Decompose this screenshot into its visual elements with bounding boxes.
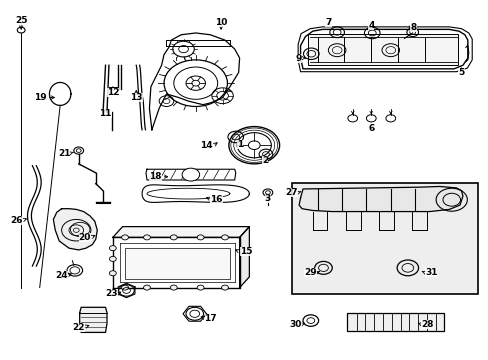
Text: 13: 13	[130, 93, 142, 102]
Polygon shape	[239, 226, 249, 288]
Circle shape	[122, 285, 128, 290]
Text: 4: 4	[367, 21, 374, 30]
Text: 26: 26	[10, 216, 22, 225]
Circle shape	[170, 235, 177, 240]
Text: 18: 18	[149, 172, 161, 181]
Text: 22: 22	[72, 323, 84, 332]
Text: 21: 21	[58, 149, 70, 158]
Circle shape	[197, 235, 203, 240]
Text: 3: 3	[264, 194, 270, 203]
Text: 30: 30	[289, 320, 302, 329]
Text: 7: 7	[325, 18, 331, 27]
Text: 9: 9	[295, 54, 301, 63]
Text: 15: 15	[239, 247, 252, 256]
Circle shape	[170, 285, 177, 290]
Circle shape	[109, 271, 116, 276]
Text: 6: 6	[367, 123, 374, 132]
Circle shape	[122, 235, 128, 240]
Polygon shape	[113, 226, 249, 237]
Bar	[346, 313, 444, 330]
Text: 11: 11	[99, 109, 112, 118]
Circle shape	[197, 285, 203, 290]
Text: 14: 14	[200, 141, 212, 150]
Text: 5: 5	[457, 68, 464, 77]
Circle shape	[182, 168, 199, 181]
Text: 2: 2	[261, 156, 267, 165]
Text: 19: 19	[34, 93, 47, 102]
Text: 27: 27	[285, 188, 298, 197]
Text: 10: 10	[214, 18, 227, 27]
Text: 31: 31	[424, 268, 437, 277]
Circle shape	[143, 285, 150, 290]
Polygon shape	[299, 186, 462, 212]
Circle shape	[221, 235, 228, 240]
Circle shape	[109, 246, 116, 251]
Text: 20: 20	[79, 233, 91, 242]
Text: 24: 24	[55, 270, 68, 279]
Bar	[292, 183, 477, 294]
Circle shape	[109, 256, 116, 261]
Text: 29: 29	[304, 268, 316, 277]
Text: 28: 28	[420, 320, 433, 329]
Text: 1: 1	[237, 140, 243, 149]
Bar	[125, 248, 229, 279]
Text: 12: 12	[106, 87, 119, 96]
Text: 25: 25	[15, 16, 27, 25]
Text: 16: 16	[210, 194, 223, 203]
Polygon shape	[53, 209, 97, 250]
Circle shape	[143, 235, 150, 240]
Text: 17: 17	[204, 314, 217, 323]
Circle shape	[221, 285, 228, 290]
Text: 23: 23	[105, 289, 118, 298]
Bar	[307, 34, 457, 64]
Text: 8: 8	[409, 23, 416, 32]
Polygon shape	[80, 307, 107, 332]
